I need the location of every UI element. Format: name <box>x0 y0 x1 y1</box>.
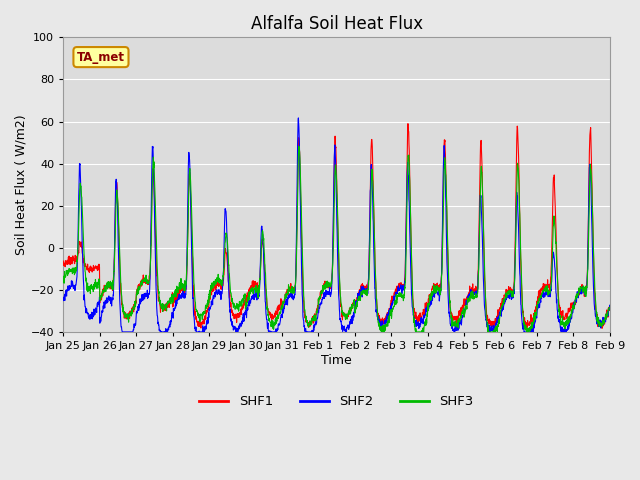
SHF1 <box>495 309 503 314</box>
SHF3 <box>295 144 303 149</box>
SHF1 <box>573 294 580 300</box>
SHF3 <box>60 277 67 283</box>
SHF2 <box>60 295 67 301</box>
SHF1 <box>60 258 67 264</box>
X-axis label: Time: Time <box>321 354 352 367</box>
SHF1 <box>212 287 220 293</box>
Line: SHF1: SHF1 <box>63 124 610 328</box>
SHF2 <box>212 290 220 296</box>
SHF3 <box>558 320 566 325</box>
Title: Alfalfa Soil Heat Flux: Alfalfa Soil Heat Flux <box>250 15 422 33</box>
SHF1 <box>364 283 372 288</box>
SHF2 <box>496 310 504 316</box>
SHF3 <box>353 301 360 307</box>
Text: TA_met: TA_met <box>77 50 125 63</box>
SHF3 <box>212 277 220 283</box>
SHF2 <box>353 302 360 308</box>
Legend: SHF1, SHF2, SHF3: SHF1, SHF2, SHF3 <box>194 390 479 414</box>
SHF2 <box>365 279 372 285</box>
SHF2 <box>573 294 581 300</box>
SHF2 <box>558 329 566 335</box>
SHF3 <box>573 293 581 299</box>
SHF3 <box>496 316 504 322</box>
SHF1 <box>598 325 606 331</box>
SHF2 <box>606 302 614 308</box>
Line: SHF3: SHF3 <box>63 146 610 332</box>
SHF3 <box>606 305 614 311</box>
SHF2 <box>294 115 302 121</box>
SHF1 <box>352 301 360 307</box>
SHF1 <box>606 307 614 312</box>
Y-axis label: Soil Heat Flux ( W/m2): Soil Heat Flux ( W/m2) <box>15 114 28 255</box>
SHF1 <box>404 121 412 127</box>
SHF2 <box>118 329 126 335</box>
SHF1 <box>557 310 565 315</box>
SHF3 <box>378 329 385 335</box>
Line: SHF2: SHF2 <box>63 118 610 332</box>
SHF3 <box>364 287 372 293</box>
